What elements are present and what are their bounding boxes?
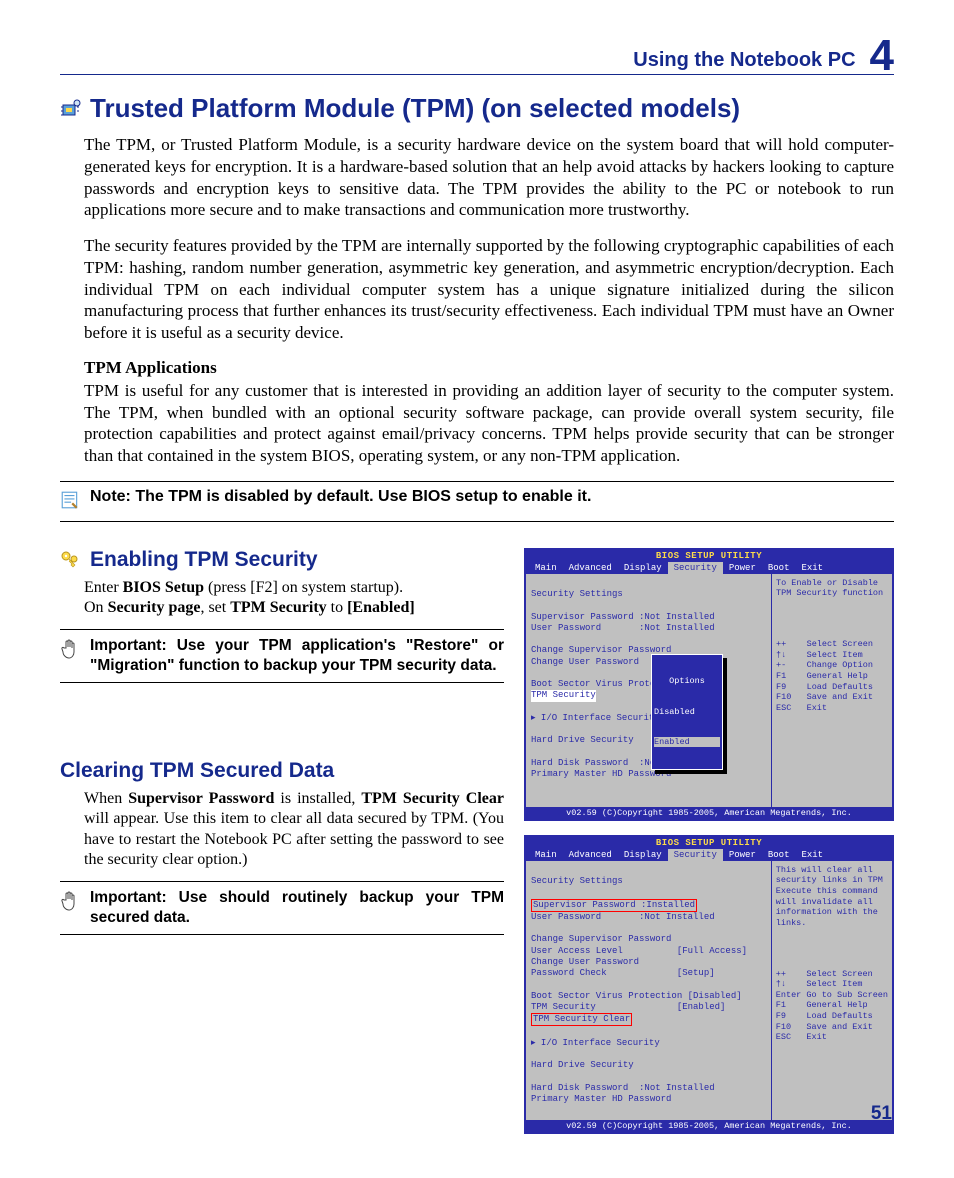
- bios-tab-exit: Exit: [795, 849, 829, 861]
- paragraph-applications: TPM is useful for any customer that is i…: [84, 380, 894, 467]
- clear-important-text: Important: Use should routinely backup y…: [90, 888, 504, 928]
- bios-highlighted-tpm-clear: TPM Security Clear: [531, 1013, 632, 1026]
- note-block: Note: The TPM is disabled by default. Us…: [60, 481, 894, 522]
- bios-tabs: MainAdvancedDisplaySecurityPowerBootExit: [526, 849, 892, 861]
- clear-section-title: Clearing TPM Secured Data: [60, 759, 334, 783]
- bios-screenshot-clear: BIOS SETUP UTILITY MainAdvancedDisplaySe…: [524, 835, 894, 1135]
- enable-important-block: Important: Use your TPM application's "R…: [60, 629, 504, 683]
- clear-body-text: When Supervisor Password is installed, T…: [84, 789, 504, 871]
- bios-help-text: This will clear all security links in TP…: [776, 865, 888, 929]
- bios-tabs: MainAdvancedDisplaySecurityPowerBootExit: [526, 562, 892, 574]
- bios-key-legend: ++ Select Screen †↓ Select Item Enter Go…: [776, 969, 888, 1043]
- bios-highlighted-supervisor-pw: Supervisor Password :Installed: [531, 899, 697, 912]
- paragraph-intro-2: The security features provided by the TP…: [84, 235, 894, 344]
- bios-tab-exit: Exit: [795, 562, 829, 574]
- bios-left-panel: Security Settings Supervisor Password :N…: [526, 574, 772, 807]
- header-chapter-number: 4: [870, 36, 894, 76]
- clear-important-block: Important: Use should routinely backup y…: [60, 881, 504, 935]
- bios-tab-main: Main: [529, 849, 563, 861]
- enable-instruction-1: Enter BIOS Setup (press [F2] on system s…: [84, 578, 504, 619]
- bios-tab-power: Power: [723, 562, 762, 574]
- bios-options-popup: Options Disabled Enabled: [651, 654, 723, 770]
- page-header: Using the Notebook PC 4: [60, 32, 894, 75]
- bios-tab-display: Display: [618, 562, 668, 574]
- bios-right-panel: This will clear all security links in TP…: [772, 861, 892, 1121]
- clear-section-title-row: Clearing TPM Secured Data: [60, 759, 504, 783]
- main-title-row: Trusted Platform Module (TPM) (on select…: [60, 93, 894, 124]
- bios-util-title: BIOS SETUP UTILITY: [526, 550, 892, 562]
- bios-screenshot-enable: BIOS SETUP UTILITY MainAdvancedDisplaySe…: [524, 548, 894, 821]
- bios-tab-security: Security: [668, 562, 723, 574]
- page-title: Trusted Platform Module (TPM) (on select…: [90, 93, 740, 124]
- hand-stop-icon: [60, 888, 82, 917]
- bios-tab-main: Main: [529, 562, 563, 574]
- bios-selected-tpm-security: TPM Security: [531, 690, 596, 701]
- note-icon: [60, 488, 80, 515]
- header-section-title: Using the Notebook PC: [633, 49, 855, 72]
- bios-left-panel: Security Settings Supervisor Password :I…: [526, 861, 772, 1121]
- tpm-chip-icon: [60, 99, 82, 119]
- bios-popup-selected-enabled: Enabled: [654, 737, 720, 747]
- bios-right-panel: To Enable or Disable TPM Security functi…: [772, 574, 892, 807]
- bios-tab-security: Security: [668, 849, 723, 861]
- note-text: Note: The TPM is disabled by default. Us…: [90, 488, 591, 506]
- bios-tab-boot: Boot: [762, 562, 796, 574]
- tpm-applications-heading: TPM Applications: [84, 358, 894, 378]
- page-number: 51: [871, 1103, 892, 1125]
- bios-tab-advanced: Advanced: [563, 849, 618, 861]
- bios-footer: v02.59 (C)Copyright 1985-2005, American …: [526, 1120, 892, 1132]
- hand-stop-icon: [60, 636, 82, 665]
- enable-section-title: Enabling TPM Security: [90, 548, 318, 572]
- bios-tab-display: Display: [618, 849, 668, 861]
- bios-tab-advanced: Advanced: [563, 562, 618, 574]
- bios-util-title: BIOS SETUP UTILITY: [526, 837, 892, 849]
- bios-footer: v02.59 (C)Copyright 1985-2005, American …: [526, 807, 892, 819]
- bios-tab-boot: Boot: [762, 849, 796, 861]
- enable-important-text: Important: Use your TPM application's "R…: [90, 636, 504, 676]
- paragraph-intro-1: The TPM, or Trusted Platform Module, is …: [84, 134, 894, 221]
- bios-tab-power: Power: [723, 849, 762, 861]
- bios-help-text: To Enable or Disable TPM Security functi…: [776, 578, 888, 599]
- bios-key-legend: ++ Select Screen †↓ Select Item +- Chang…: [776, 639, 888, 713]
- keys-icon: [60, 550, 82, 570]
- enable-section-title-row: Enabling TPM Security: [60, 548, 504, 572]
